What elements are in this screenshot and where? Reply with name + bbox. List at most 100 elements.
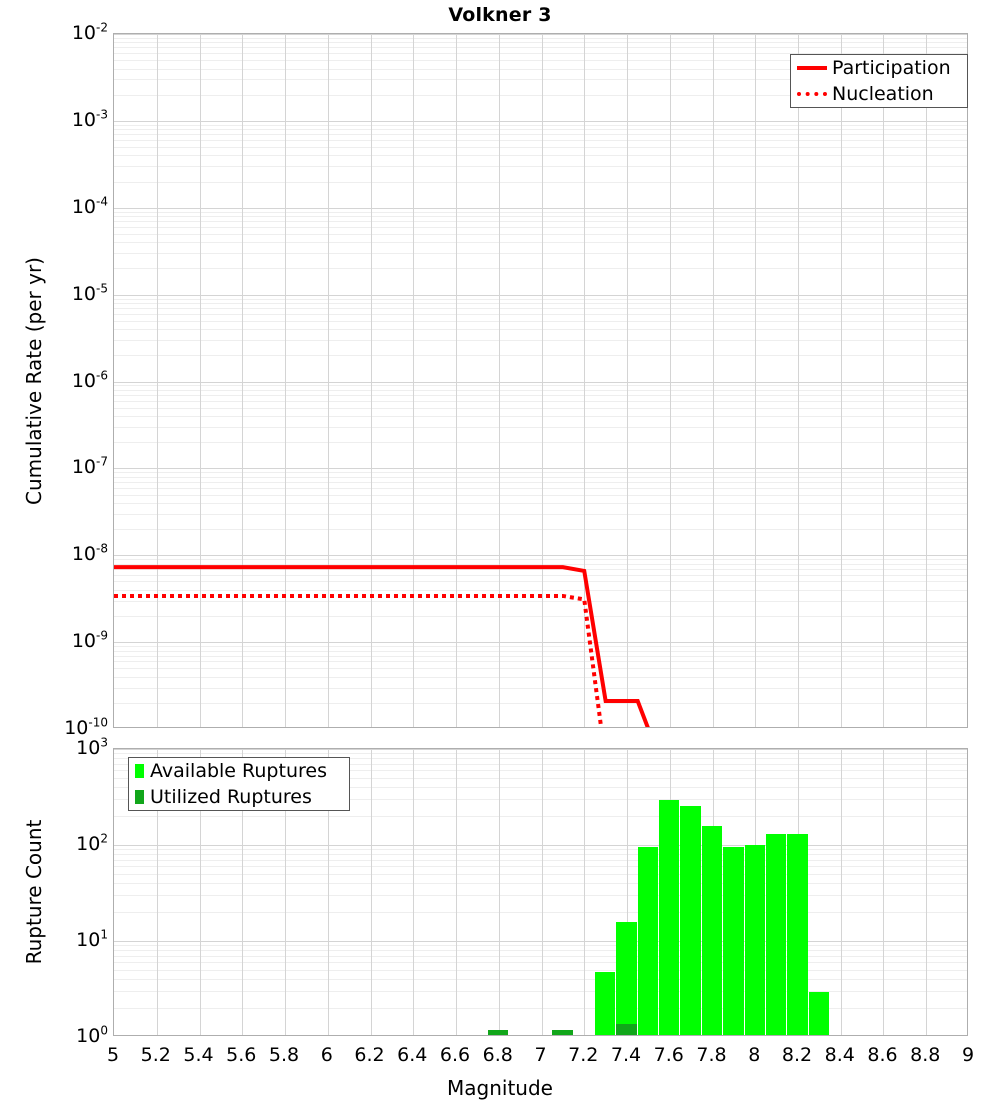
legend-item-participation[interactable]: Participation — [791, 55, 967, 81]
gridline-minor — [114, 581, 967, 582]
gridline-minor — [114, 668, 967, 669]
gridline-vertical — [713, 34, 714, 727]
bar-available-ruptures — [765, 833, 787, 1035]
gridline-minor — [114, 991, 967, 992]
x-axis-tick-label: 7.6 — [653, 1044, 684, 1066]
x-axis-tick-label: 6.8 — [482, 1044, 513, 1066]
gridline-vertical — [328, 749, 329, 1035]
gridline-minor — [114, 227, 967, 228]
bar-available-ruptures — [637, 847, 659, 1035]
gridline-minor — [114, 53, 967, 54]
gridline-minor — [114, 166, 967, 167]
gridline-vertical — [242, 34, 243, 727]
gridline-minor — [114, 979, 967, 980]
y-axis-tick-label: 10-6 — [71, 368, 108, 392]
gridline-vertical — [883, 749, 884, 1035]
bar-available-ruptures — [744, 845, 765, 1035]
gridline-vertical — [542, 749, 543, 1035]
gridline-minor — [114, 646, 967, 647]
legend-item-utilized-ruptures[interactable]: Utilized Ruptures — [129, 784, 349, 810]
gridline-minor — [114, 764, 967, 765]
gridline-minor — [114, 1008, 967, 1009]
gridline-minor — [114, 688, 967, 689]
gridline-minor — [114, 677, 967, 678]
bar-available-ruptures — [723, 847, 744, 1035]
gridline-vertical — [841, 749, 842, 1035]
cumulative-rate-y-axis: 10-2 10-3 10-4 10-5 10-6 10-7 10-8 10-9 10-10 — [0, 0, 108, 1100]
legend-item-available-ruptures[interactable]: Available Ruptures — [129, 758, 349, 784]
x-axis-tick-label: 8.4 — [824, 1044, 855, 1066]
gridline-minor — [114, 477, 967, 478]
gridline-vertical — [413, 34, 414, 727]
gridline-minor — [114, 651, 967, 652]
gridline-vertical — [670, 34, 671, 727]
gridline-minor — [114, 970, 967, 971]
gridline-minor — [114, 321, 967, 322]
gridline-major — [114, 295, 967, 296]
gridline-major — [114, 941, 967, 942]
gridline-minor — [114, 308, 967, 309]
y-axis-tick-label: 100 — [76, 1023, 108, 1047]
gridline-major — [114, 642, 967, 643]
gridline-minor — [114, 753, 967, 754]
gridline-minor — [114, 340, 967, 341]
gridline-minor — [114, 314, 967, 315]
gridline-minor — [114, 816, 967, 817]
gridline-minor — [114, 416, 967, 417]
rupture-count-plot-area — [114, 749, 967, 1035]
gridline-minor — [114, 401, 967, 402]
rupture-count-plot — [113, 748, 968, 1036]
gridline-major — [114, 845, 967, 846]
gridline-minor — [114, 950, 967, 951]
gridline-vertical — [456, 34, 457, 727]
gridline-major — [114, 121, 967, 122]
gridline-major — [114, 749, 967, 750]
gridline-vertical — [157, 749, 158, 1035]
gridline-vertical — [371, 749, 372, 1035]
gridline-minor — [114, 854, 967, 855]
x-axis-tick-label: 5.6 — [226, 1044, 257, 1066]
page-title: Volkner 3 — [448, 4, 552, 26]
gridline-vertical — [413, 749, 414, 1035]
gridline-minor — [114, 770, 967, 771]
gridline-minor — [114, 60, 967, 61]
gridline-vertical — [328, 34, 329, 727]
gridline-vertical — [499, 749, 500, 1035]
gridline-major — [114, 468, 967, 469]
gridline-minor — [114, 329, 967, 330]
gridline-minor — [114, 253, 967, 254]
gridline-minor — [114, 514, 967, 515]
legend-label-available-ruptures: Available Ruptures — [150, 760, 327, 782]
gridline-minor — [114, 408, 967, 409]
gridline-vertical — [242, 749, 243, 1035]
cumulative-rate-legend: Participation Nucleation — [790, 54, 968, 108]
gridline-minor — [114, 69, 967, 70]
gridline-minor — [114, 442, 967, 443]
gridline-vertical — [200, 749, 201, 1035]
legend-item-nucleation[interactable]: Nucleation — [791, 81, 967, 107]
legend-label-utilized-ruptures: Utilized Ruptures — [150, 786, 312, 808]
gridline-minor — [114, 212, 967, 213]
available-ruptures-swatch-icon — [135, 764, 144, 778]
gridline-minor — [114, 303, 967, 304]
x-axis-tick-label: 6.2 — [354, 1044, 385, 1066]
gridline-vertical — [584, 34, 585, 727]
x-axis-tick-label: 6.6 — [439, 1044, 471, 1066]
series-line-nucleation — [114, 593, 604, 727]
gridline-vertical — [627, 34, 628, 727]
gridline-minor — [114, 495, 967, 496]
gridline-minor — [114, 216, 967, 217]
gridline-vertical — [926, 34, 927, 727]
gridline-minor — [114, 155, 967, 156]
gridline-vertical — [285, 34, 286, 727]
bar-available-ruptures — [616, 922, 637, 1035]
gridline-minor — [114, 482, 967, 483]
gridline-minor — [114, 472, 967, 473]
x-axis-tick-label: 9 — [961, 1044, 975, 1066]
gridline-minor — [114, 956, 967, 957]
y-axis-tick-label: 10-8 — [71, 541, 108, 566]
bar-available-ruptures — [701, 826, 723, 1035]
solid-line-icon — [797, 66, 827, 70]
gridline-vertical — [456, 749, 457, 1035]
gridline-minor — [114, 242, 967, 243]
